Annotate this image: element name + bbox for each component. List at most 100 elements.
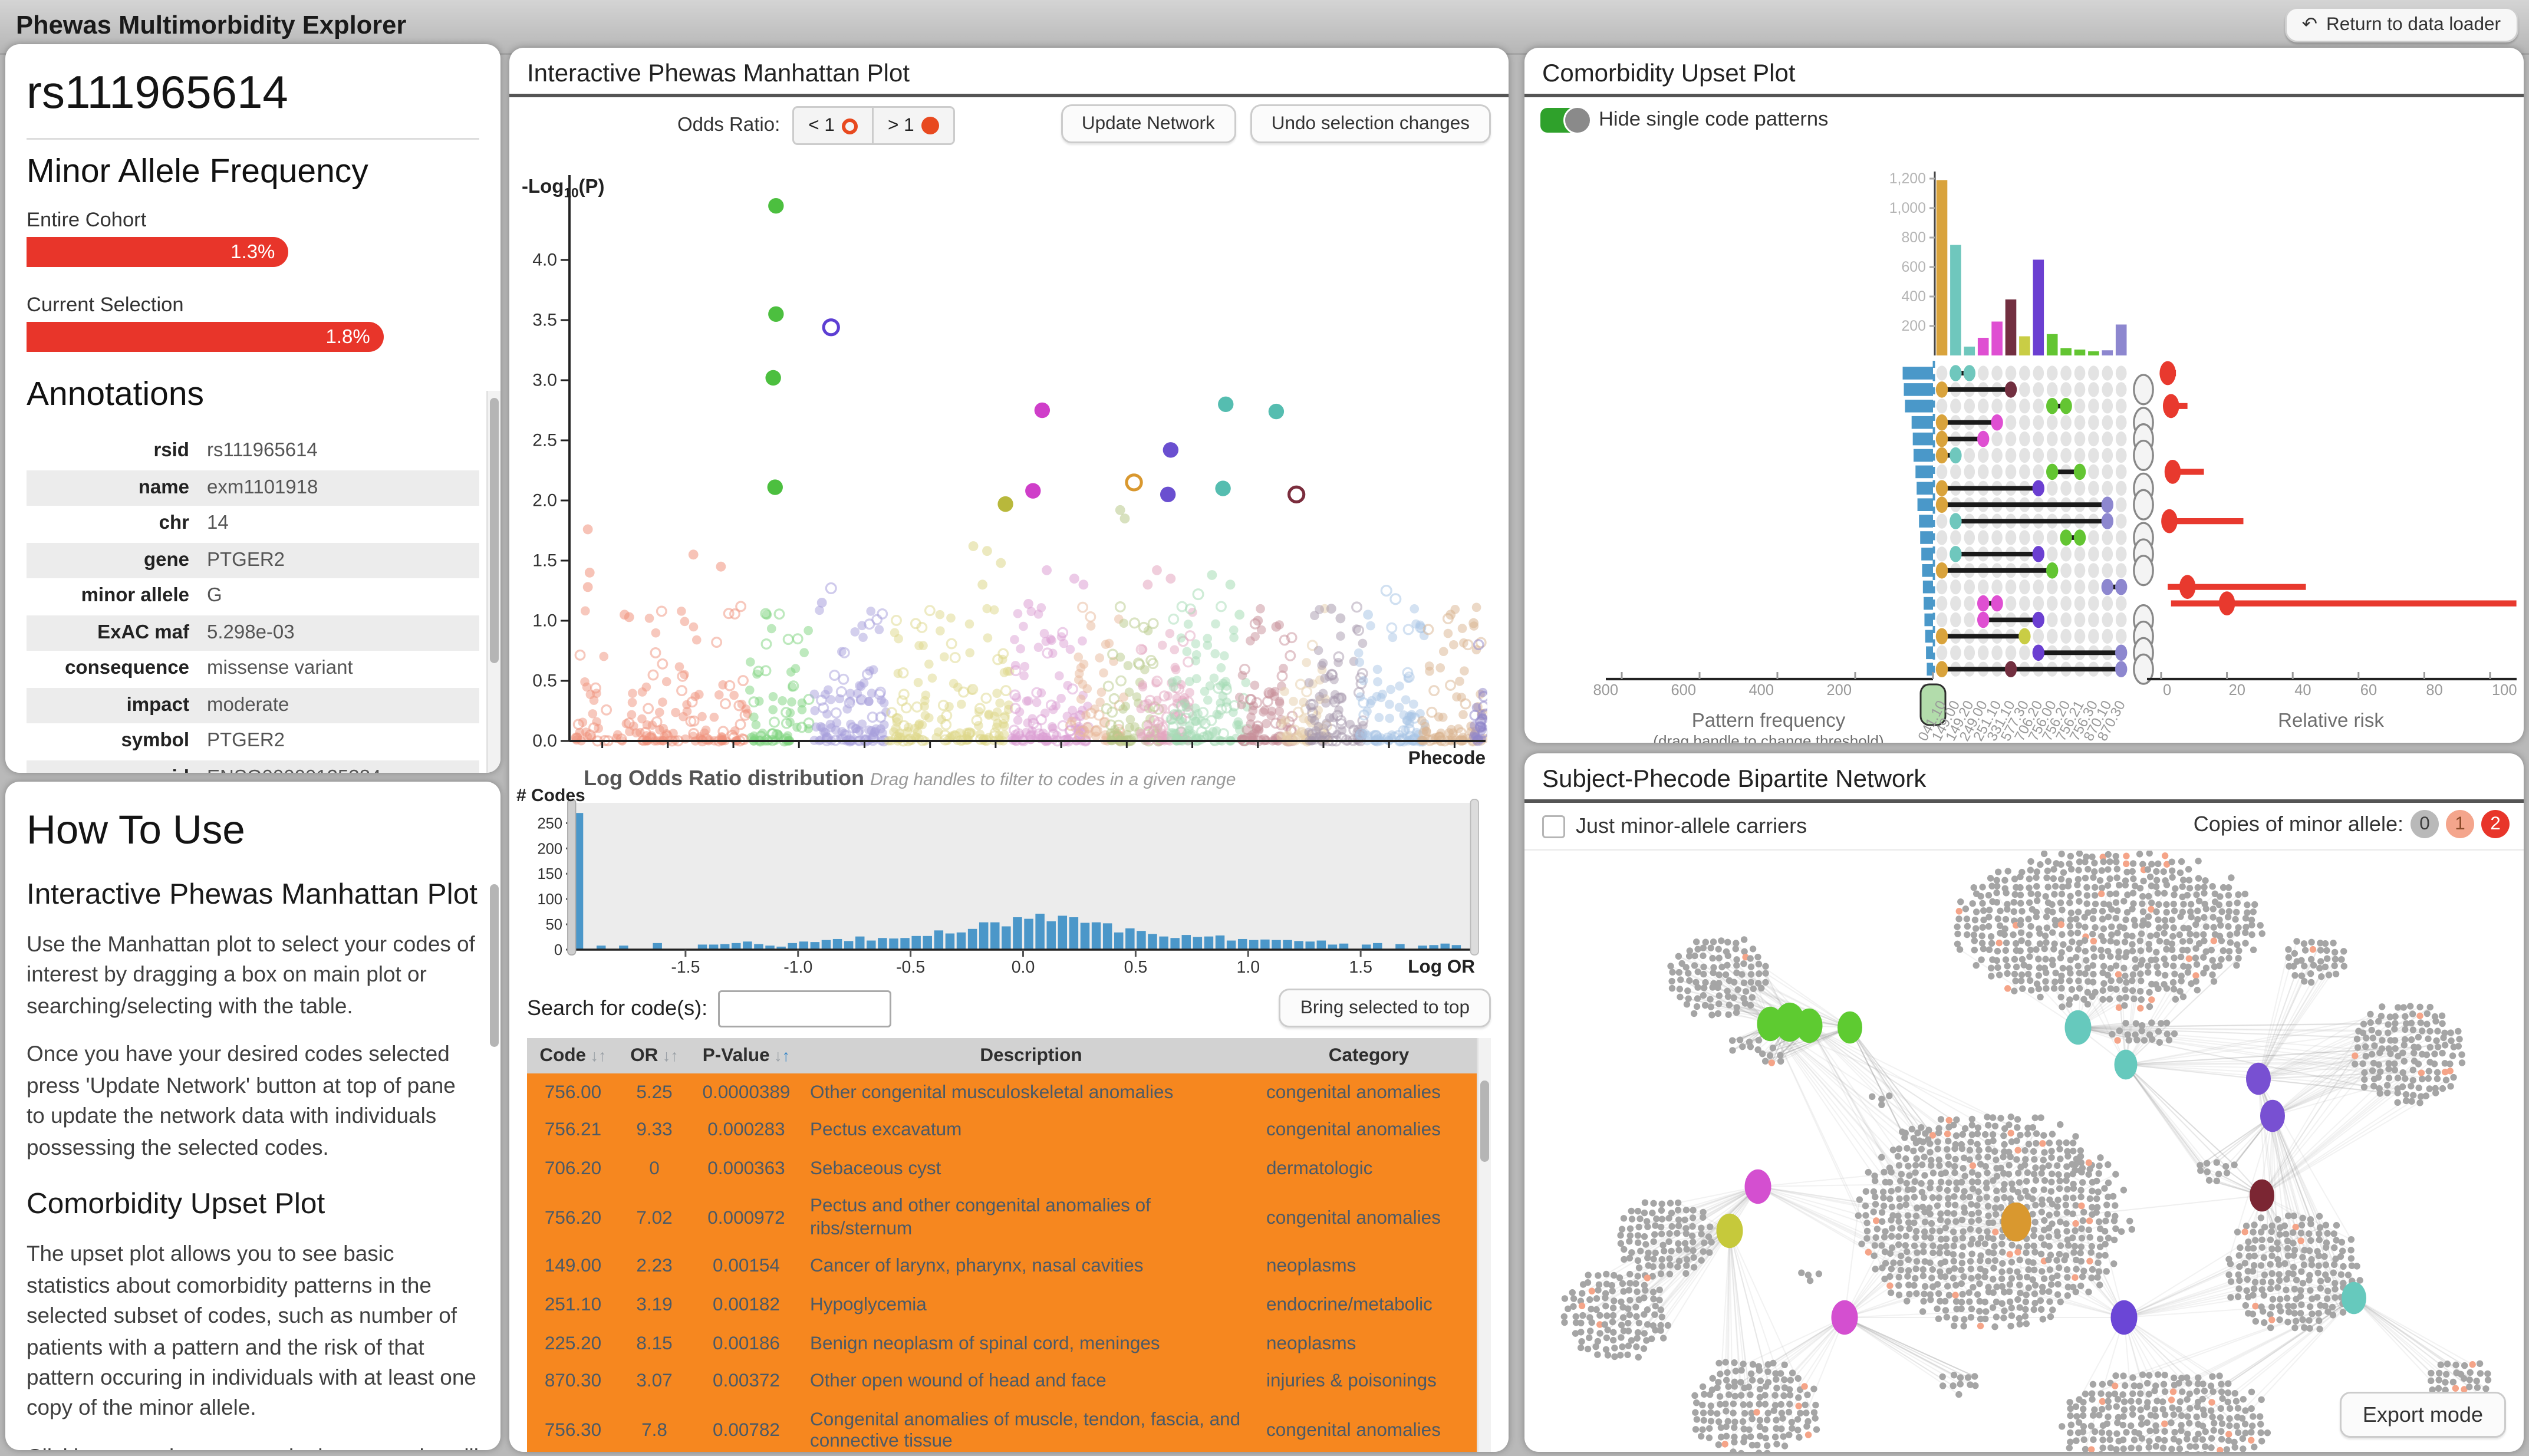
table-row[interactable]: 756.20 7.02 0.000972 Pectus and other conge…: [527, 1188, 1478, 1249]
network-panel-title: Subject-Phecode Bipartite Network: [1524, 753, 2524, 803]
svg-text:50: 50: [546, 917, 562, 933]
copies-1-badge[interactable]: 1: [2446, 810, 2474, 838]
svg-text:0.5: 0.5: [532, 671, 557, 691]
svg-text:100: 100: [537, 891, 562, 908]
svg-text:20: 20: [2229, 682, 2245, 699]
network-panel: Subject-Phecode Bipartite Network Just m…: [1524, 753, 2524, 1452]
upset-panel-title: Comorbidity Upset Plot: [1524, 48, 2524, 97]
code-cell: 149.00: [527, 1248, 619, 1287]
table-row[interactable]: 870.30 3.07 0.00372 Other open wound of hea…: [527, 1363, 1478, 1402]
svg-text:60: 60: [2360, 682, 2377, 699]
annotation-value: missense variant: [207, 658, 353, 679]
or-cell: 8.15: [619, 1325, 690, 1363]
code-cell: 870.30: [527, 1363, 619, 1402]
table-row[interactable]: 756.00 5.25 0.0000389 Other congenital musc…: [527, 1073, 1478, 1112]
undo-selection-button[interactable]: Undo selection changes: [1250, 104, 1491, 143]
update-network-button[interactable]: Update Network: [1060, 104, 1236, 143]
svg-text:-1.5: -1.5: [671, 958, 700, 977]
table-row[interactable]: 756.21 9.33 0.000283 Pectus excavatum congen…: [527, 1111, 1478, 1150]
pvalue-cell: 0.00182: [690, 1286, 803, 1325]
svg-text:200: 200: [537, 841, 562, 857]
column-header-p-value[interactable]: P-Value ↓↑: [690, 1038, 803, 1073]
annotation-row: gene idENSG00000125384: [27, 759, 479, 773]
annotation-key: ExAC maf: [97, 621, 189, 643]
annotations-scrollbar-thumb[interactable]: [490, 398, 499, 663]
category-cell: neoplasms: [1259, 1248, 1478, 1287]
or-cell: 9.33: [619, 1111, 690, 1150]
odds-ratio-lt1-button[interactable]: < 1: [794, 108, 872, 143]
svg-text:200: 200: [1826, 682, 1852, 699]
annotation-key: consequence: [65, 658, 189, 679]
maf-bar-entire: 1.3%: [27, 237, 289, 267]
annotation-row: gene PTGER2: [27, 542, 479, 578]
table-row[interactable]: 225.20 8.15 0.00186 Benign neoplasm of spin…: [527, 1325, 1478, 1363]
maf-entire-value: 1.3%: [230, 241, 275, 263]
upset-plot[interactable]: 2004006008001,0001,200800600400200002040…: [1524, 143, 2524, 743]
filled-circle-icon: [921, 117, 939, 134]
column-header-or[interactable]: OR ↓↑: [619, 1038, 690, 1073]
pvalue-cell: 0.000283: [690, 1111, 803, 1150]
copies-label: Copies of minor allele:: [2193, 812, 2403, 836]
minor-allele-checkbox[interactable]: [1542, 814, 1565, 838]
annotation-row: consequence missense variant: [27, 651, 479, 687]
sort-down-icon[interactable]: ↓: [769, 1047, 782, 1065]
divider: [27, 138, 479, 140]
upset-panel: Comorbidity Upset Plot Hide single code …: [1524, 48, 2524, 743]
or-gt-label: > 1: [887, 115, 914, 136]
sort-up-icon[interactable]: ↑: [782, 1047, 791, 1065]
table-row[interactable]: 251.10 3.19 0.00182 Hypoglycemia endocrine/m…: [527, 1286, 1478, 1325]
description-cell: Cancer of larynx, pharynx, nasal cavitie…: [803, 1248, 1259, 1287]
export-mode-button[interactable]: Export mode: [2339, 1392, 2506, 1438]
description-cell: Other congenital musculoskeletal anomali…: [803, 1073, 1259, 1112]
svg-text:400: 400: [1748, 682, 1774, 699]
svg-text:1.5: 1.5: [1349, 958, 1372, 977]
annotation-row: minor allele G: [27, 578, 479, 615]
copies-2-badge[interactable]: 2: [2481, 810, 2510, 838]
copies-0-badge[interactable]: 0: [2411, 810, 2439, 838]
sort-up-icon[interactable]: ↑: [598, 1047, 607, 1065]
codes-table: Code ↓↑ OR ↓↑ P-Value ↓↑ Description Categor…: [527, 1038, 1478, 1452]
odds-ratio-gt1-button[interactable]: > 1: [871, 108, 953, 143]
column-header-code[interactable]: Code ↓↑: [527, 1038, 619, 1073]
undo-arrow-icon: ↶: [2301, 14, 2318, 35]
table-row[interactable]: 756.30 7.8 0.00782 Congenital anomalies of …: [527, 1401, 1478, 1452]
column-header-description: Description: [803, 1038, 1259, 1073]
category-cell: endocrine/metabolic: [1259, 1286, 1478, 1325]
annotation-key: gene id: [27, 760, 207, 773]
annotation-row: ExAC maf 5.298e-03: [27, 614, 479, 651]
annotation-value: ENSG00000125384: [207, 760, 381, 773]
maf-bar-selection: 1.8%: [27, 322, 384, 352]
howto-scrollbar-thumb[interactable]: [490, 884, 499, 1047]
bring-selected-button[interactable]: Bring selected to top: [1279, 989, 1491, 1027]
manhattan-plot[interactable]: 0.0 0.5 1.0 1.5 2.0 2.5 3.0 3.5 4.0 -Log10(P) Phec…: [516, 157, 1487, 766]
howto-paragraph: Once you have your desired codes selecte…: [27, 1042, 456, 1160]
svg-text:800: 800: [1593, 682, 1618, 699]
svg-text:4.0: 4.0: [532, 251, 557, 270]
log-or-histogram[interactable]: 0 50 100 150 200 250 -1.5 -1.0 -0.5 0.0 0.5 1.0 1.5 L…: [509, 792, 1480, 980]
code-search-input[interactable]: [718, 989, 892, 1027]
hide-single-patterns-toggle[interactable]: [1540, 105, 1592, 134]
svg-text:1.0: 1.0: [532, 611, 557, 631]
description-cell: Benign neoplasm of spinal cord, meninges: [803, 1325, 1259, 1363]
svg-text:600: 600: [1671, 682, 1696, 699]
code-cell: 225.20: [527, 1325, 619, 1363]
table-row[interactable]: 149.00 2.23 0.00154 Cancer of larynx, phary…: [527, 1248, 1478, 1287]
codes-table-wrapper: Code ↓↑ OR ↓↑ P-Value ↓↑ Description Categor…: [527, 1038, 1491, 1452]
odds-ratio-toggle-group: < 1 > 1: [792, 106, 955, 145]
svg-text:0.0: 0.0: [532, 732, 557, 751]
pvalue-cell: 0.00372: [690, 1363, 803, 1402]
table-row[interactable]: 706.20 0 0.000363 Sebaceous cyst dermatologi…: [527, 1149, 1478, 1188]
or-cell: 3.19: [619, 1286, 690, 1325]
return-to-data-loader-button[interactable]: ↶ Return to data loader: [2284, 7, 2518, 42]
svg-text:800: 800: [1901, 229, 1926, 246]
search-label: Search for code(s):: [527, 996, 708, 1020]
bipartite-network-plot[interactable]: [1524, 851, 2524, 1452]
svg-text:3.5: 3.5: [532, 311, 557, 330]
sort-up-icon[interactable]: ↑: [670, 1047, 679, 1065]
app-title: Phewas Multimorbidity Explorer: [16, 12, 407, 41]
table-scrollbar-thumb[interactable]: [1480, 1081, 1489, 1162]
svg-text:1.0: 1.0: [1236, 958, 1260, 977]
sort-down-icon[interactable]: ↓: [658, 1047, 671, 1065]
sort-down-icon[interactable]: ↓: [586, 1047, 599, 1065]
pvalue-cell: 0.00186: [690, 1325, 803, 1363]
